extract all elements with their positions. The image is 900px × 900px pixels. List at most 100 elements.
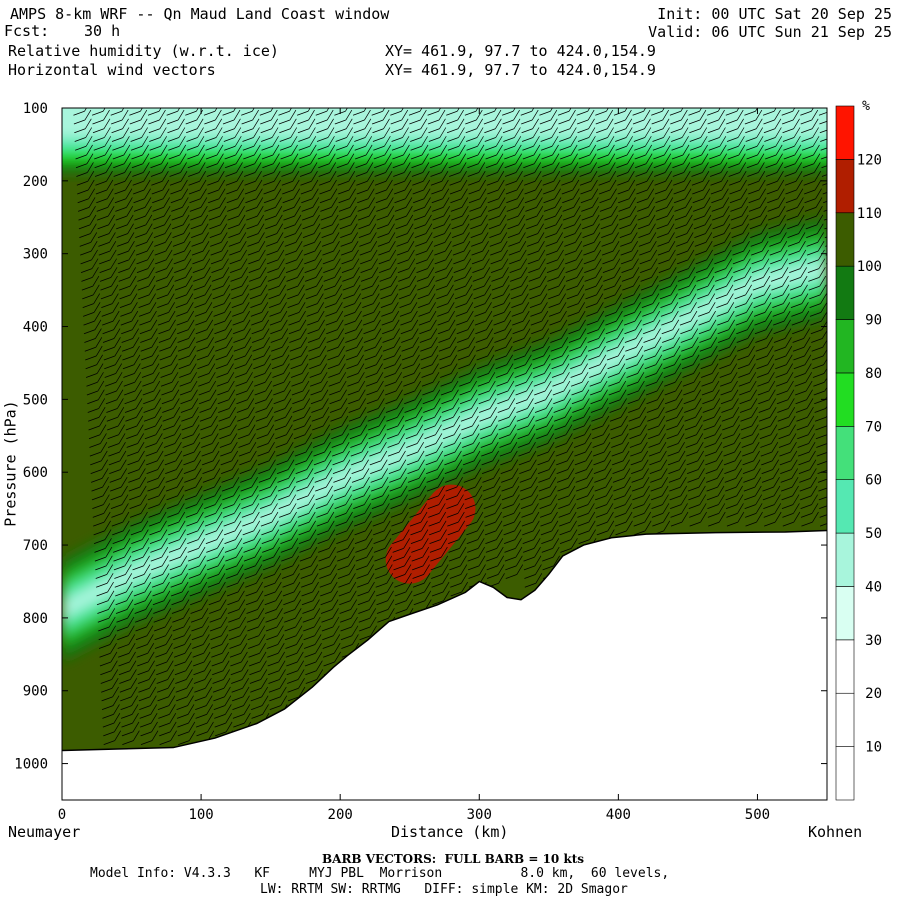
wind-barb (543, 198, 555, 204)
wind-barb (295, 460, 307, 466)
wind-barb (757, 390, 770, 396)
wind-barb (400, 320, 412, 326)
wind-barb-flag (169, 712, 177, 724)
wind-barb-flag (300, 328, 307, 339)
wind-barb-flag (365, 520, 372, 532)
wind-barb-flag (221, 634, 229, 645)
wind-barb (239, 469, 251, 475)
wind-barb (169, 163, 181, 169)
wind-barb-flag (350, 214, 358, 226)
wind-barb (733, 276, 745, 282)
wind-barb (461, 434, 473, 440)
wind-barb (122, 355, 134, 361)
wind-barb (626, 381, 639, 387)
wind-barb-flag (759, 197, 767, 208)
wind-barb (89, 443, 101, 448)
wind-barb (100, 285, 112, 291)
wind-barb (525, 207, 537, 212)
wind-barb-flag (361, 442, 369, 453)
wind-barb (316, 119, 328, 125)
wind-barb-flag (298, 284, 305, 296)
wind-barb-flag (276, 232, 284, 243)
wind-barb-flag (251, 108, 255, 112)
wind-barb-flag (234, 520, 242, 532)
wind-barb (567, 311, 579, 317)
wind-barb-flag (110, 258, 117, 269)
wind-barb (705, 460, 717, 466)
wind-barb-flag (130, 678, 138, 689)
wind-barb-flag (457, 109, 464, 121)
wind-barb (410, 530, 422, 536)
wind-barb-flag (593, 223, 600, 234)
wind-barb (679, 311, 691, 317)
wind-barb (303, 626, 315, 632)
wind-barb (526, 224, 538, 230)
wind-barb-flag (418, 468, 426, 479)
wind-barb (373, 547, 386, 553)
wind-barb-flag (338, 354, 346, 365)
wind-barb-flag (427, 267, 435, 278)
wind-barb-flag (615, 293, 622, 304)
wind-barb (319, 198, 332, 204)
wind-barb (484, 530, 497, 536)
wind-barb-flag (578, 302, 586, 313)
wind-barb (519, 478, 531, 483)
wind-barb-flag (421, 136, 428, 147)
wind-barb-flag (220, 608, 227, 619)
wind-barb (756, 364, 768, 370)
wind-barb-flag (702, 171, 710, 182)
wind-barb (779, 451, 791, 457)
wind-barb-flag (99, 415, 106, 427)
wind-barb-flag (124, 171, 132, 182)
wind-barb (112, 145, 124, 151)
wind-barb-flag (568, 485, 576, 497)
wind-barb (460, 416, 473, 422)
wind-barb (324, 294, 336, 300)
wind-barb-flag (215, 118, 223, 129)
wind-barb-flag (370, 240, 378, 252)
wind-barb (738, 381, 750, 387)
wind-barb (509, 276, 522, 282)
wind-barb (800, 512, 813, 518)
wind-barb (74, 128, 86, 134)
wind-barb (449, 574, 461, 579)
wind-barb (541, 547, 553, 553)
wind-barb (550, 346, 562, 352)
wind-barb (667, 451, 679, 457)
wind-barb (762, 495, 775, 501)
wind-barb (698, 329, 711, 335)
wind-barb-flag (436, 459, 444, 470)
wind-barb-flag (828, 442, 834, 452)
wind-barb-flag (788, 398, 795, 409)
wind-barb (113, 556, 125, 562)
wind-barb-flag (359, 407, 367, 418)
wind-barb (601, 250, 614, 256)
wind-barb-flag (162, 188, 170, 199)
wind-barb-flag (293, 581, 301, 593)
wind-barb (339, 617, 352, 623)
wind-barb-flag (679, 468, 687, 479)
wind-barb-flag (449, 328, 456, 339)
wind-barb (257, 443, 269, 448)
wind-barb-flag (265, 380, 272, 392)
wind-barb-flag (333, 643, 341, 654)
wind-barb-flag (391, 293, 399, 304)
wind-barb (396, 242, 408, 247)
wind-barb-flag (514, 520, 521, 532)
wind-barb-flag (530, 468, 538, 479)
wind-barb (171, 224, 184, 230)
wind-barb (583, 259, 595, 265)
wind-barb-flag (372, 284, 380, 296)
wind-barb-flag (811, 108, 814, 112)
wind-barb-flag (573, 197, 580, 208)
wind-barb-flag (594, 249, 602, 261)
wind-barb (296, 486, 308, 492)
wind-barb-flag (569, 511, 577, 523)
wind-barb-flag (534, 546, 541, 558)
wind-barb (75, 163, 88, 169)
wind-barb-flag (506, 354, 513, 365)
wind-barb-flag (119, 442, 126, 453)
wind-barb (169, 172, 181, 177)
wind-barb-flag (514, 144, 522, 156)
wind-barb (279, 530, 292, 536)
